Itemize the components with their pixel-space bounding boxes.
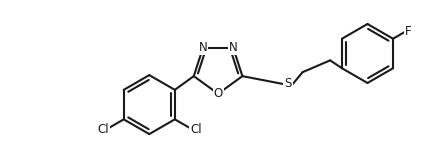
- Text: O: O: [214, 87, 223, 100]
- Text: N: N: [198, 41, 207, 54]
- Text: F: F: [405, 25, 411, 38]
- Text: N: N: [229, 41, 237, 54]
- Text: Cl: Cl: [190, 123, 202, 136]
- Text: S: S: [284, 77, 292, 90]
- Text: Cl: Cl: [97, 123, 108, 136]
